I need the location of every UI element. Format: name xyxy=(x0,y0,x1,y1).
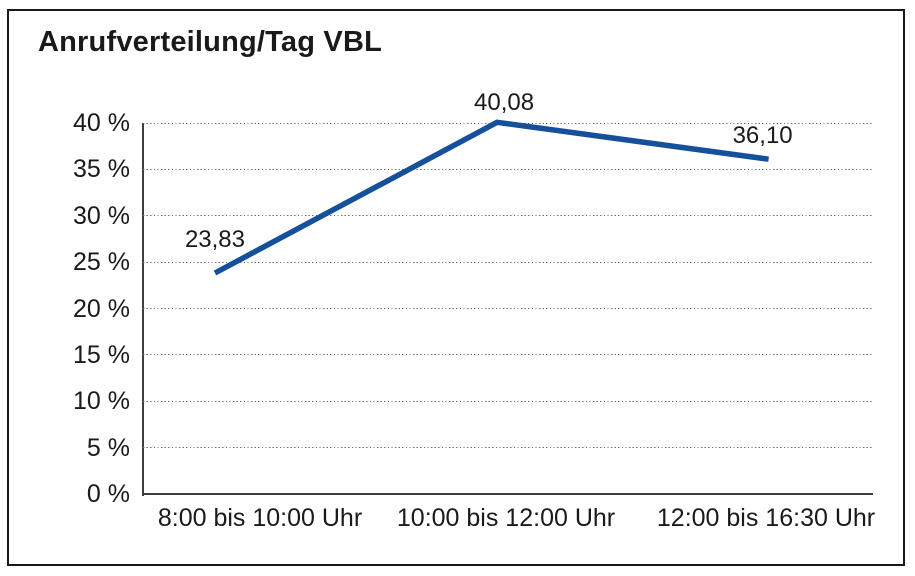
y-axis-tick-label: 25 % xyxy=(73,248,130,277)
y-axis-tick-label: 0 % xyxy=(86,480,130,508)
chart-title: Anrufverteilung/Tag VBL xyxy=(38,26,383,58)
data-point-label: 36,10 xyxy=(732,122,793,150)
y-axis-tick-label: 10 % xyxy=(73,387,130,416)
y-axis-tick-label: 35 % xyxy=(73,155,130,184)
plot-area xyxy=(143,119,873,494)
x-axis-line xyxy=(142,493,873,495)
y-axis-tick-label: 5 % xyxy=(86,433,130,462)
gridline-30pct xyxy=(143,215,873,217)
x-axis-category-label: 10:00 bis 12:00 Uhr xyxy=(396,504,616,532)
data-point-label: 40,08 xyxy=(474,89,535,117)
y-axis-tick-label: 40 % xyxy=(73,109,130,137)
y-axis-line xyxy=(142,123,144,496)
x-axis-category-label: 12:00 bis 16:30 Uhr xyxy=(656,504,876,532)
gridline-35pct xyxy=(143,168,873,170)
gridline-20pct xyxy=(143,308,873,309)
line-path xyxy=(213,119,769,276)
gridline-10pct xyxy=(143,400,873,402)
y-axis-tick-label: 20 % xyxy=(73,294,130,323)
gridline-25pct xyxy=(143,261,873,263)
gridline-5pct xyxy=(143,447,873,449)
gridline-15pct xyxy=(143,354,873,356)
data-point-label: 23,83 xyxy=(184,225,245,253)
x-axis-category-label: 8:00 bis 10:00 Uhr xyxy=(157,504,363,532)
data-line-series xyxy=(213,119,769,276)
y-axis-tick-label: 15 % xyxy=(73,340,130,369)
y-axis-tick-label: 30 % xyxy=(73,201,130,230)
